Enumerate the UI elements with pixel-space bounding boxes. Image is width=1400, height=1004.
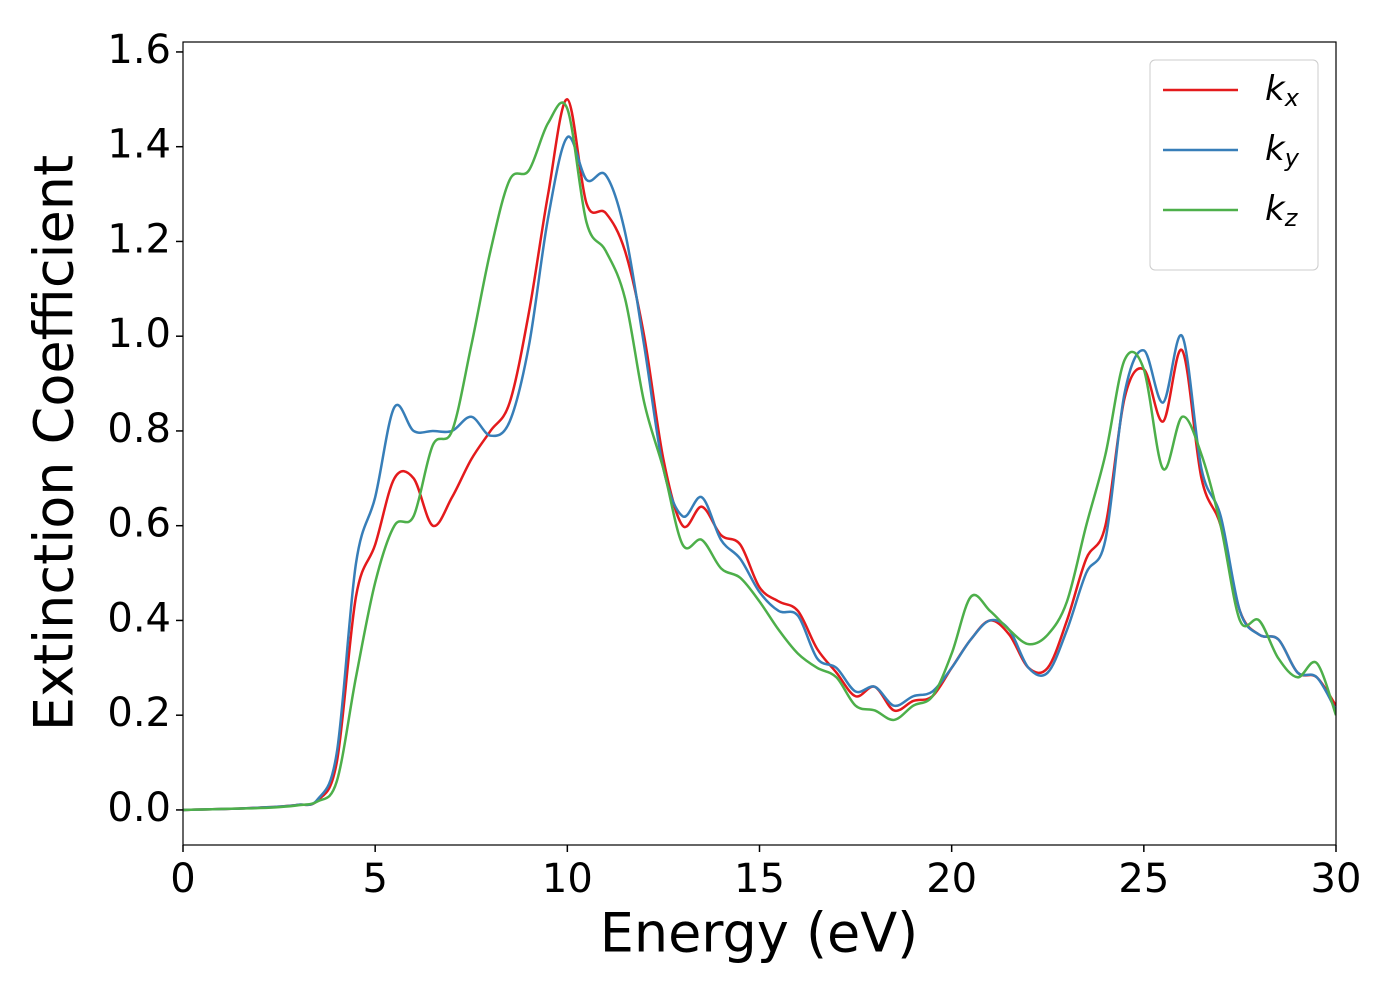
y-axis-label: Extinction Coefficient bbox=[23, 155, 86, 731]
plot-frame bbox=[182, 41, 1337, 846]
legend-label: kz bbox=[1265, 189, 1299, 233]
legend-box bbox=[1149, 59, 1319, 271]
y-tick-label: 1.0 bbox=[107, 311, 171, 357]
x-tick-label: 0 bbox=[170, 856, 195, 902]
y-tick-label: 0.8 bbox=[107, 406, 171, 452]
legend-label: ky bbox=[1265, 129, 1300, 173]
legend-label: kx bbox=[1265, 69, 1300, 113]
y-tick-label: 0.0 bbox=[107, 785, 171, 831]
data-line bbox=[183, 135, 1336, 812]
x-tick-label: 10 bbox=[542, 856, 593, 902]
x-tick-label: 25 bbox=[1118, 856, 1169, 902]
x-tick-label: 5 bbox=[362, 856, 387, 902]
y-tick-label: 0.2 bbox=[107, 690, 171, 736]
y-tick-label: 1.6 bbox=[107, 27, 171, 73]
data-line bbox=[183, 101, 1336, 812]
x-tick-label: 20 bbox=[926, 856, 977, 902]
x-tick-label: 30 bbox=[1311, 856, 1362, 902]
y-tick-label: 0.6 bbox=[107, 501, 171, 547]
x-axis-label: Energy (eV) bbox=[600, 902, 919, 965]
y-tick-label: 1.2 bbox=[107, 216, 171, 262]
x-tick-label: 15 bbox=[734, 856, 785, 902]
y-tick-label: 0.4 bbox=[107, 595, 171, 641]
y-tick-label: 1.4 bbox=[107, 122, 171, 168]
data-line bbox=[183, 98, 1336, 812]
